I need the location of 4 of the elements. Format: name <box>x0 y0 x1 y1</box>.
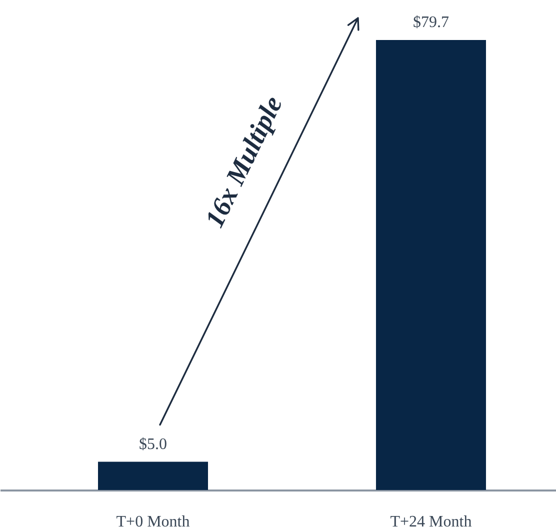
data-label: $79.7 <box>412 14 449 31</box>
x-tick-label: T+0 Month <box>116 514 190 530</box>
x-tick-label: T+24 Month <box>390 514 472 530</box>
data-label: $5.0 <box>139 436 168 453</box>
